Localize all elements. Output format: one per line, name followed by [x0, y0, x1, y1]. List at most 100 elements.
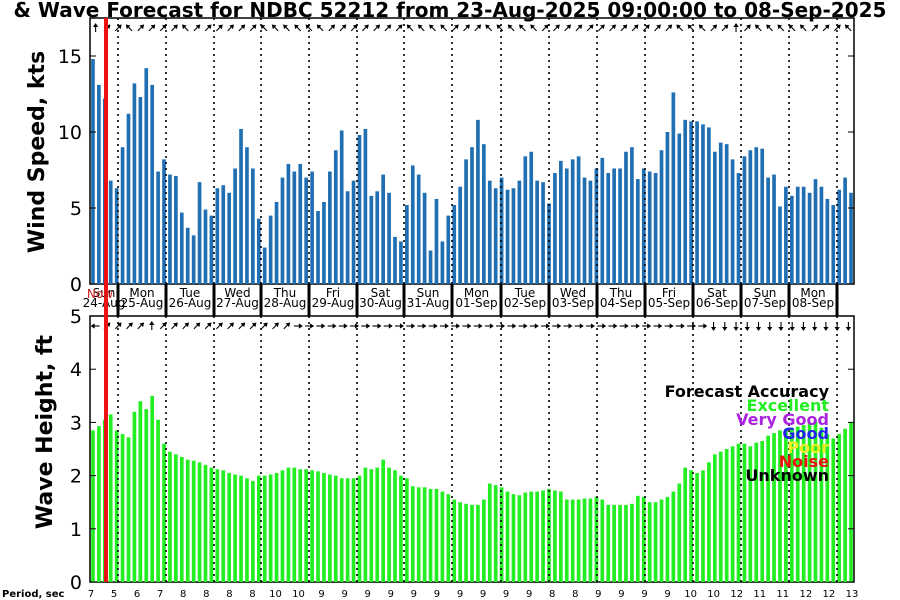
wave-bar — [221, 470, 226, 582]
period-value: 8 — [180, 589, 186, 600]
period-value: 9 — [641, 589, 647, 600]
wave-bar — [197, 462, 202, 582]
wave-arrow — [675, 323, 685, 329]
wind-arrow-head — [161, 24, 167, 30]
wave-bar — [274, 472, 279, 582]
period-row: 7 5 6 7 8 8 8 8 10 10 9 9 9 9 9 9 9 9 9 9 8 8 9 9 9 9 10 10 12 11 11 12… — [88, 589, 859, 600]
wind-tick-label: 5 — [70, 198, 82, 220]
wind-arrow — [271, 24, 279, 32]
wave-bar — [736, 443, 741, 582]
wind-arrow-head — [824, 24, 830, 30]
wave-arrow — [126, 322, 133, 330]
wind-bar — [807, 192, 812, 284]
wave-arrow-head — [116, 322, 122, 328]
wave-arrow-head — [658, 323, 663, 329]
wave-bar — [162, 443, 166, 582]
wind-arrow — [417, 24, 425, 32]
wind-arrow — [844, 24, 852, 32]
wave-bar — [570, 499, 575, 582]
wind-arrow — [687, 24, 695, 32]
wind-arrow — [305, 24, 313, 32]
wave-bar — [789, 427, 794, 582]
wave-arrow-head — [534, 323, 539, 329]
wave-bar — [505, 491, 510, 582]
wind-arrow-head — [93, 23, 99, 27]
wind-bar — [144, 68, 149, 284]
wind-arrow — [766, 24, 773, 32]
wind-day-dividers — [117, 18, 838, 284]
wave-arrow-head — [456, 323, 461, 329]
wind-arrow-head — [496, 24, 502, 30]
wave-bar — [185, 459, 190, 582]
wave-bar — [203, 464, 208, 582]
wind-bar — [499, 177, 504, 284]
wave-bar — [801, 425, 806, 582]
wave-day-dividers — [117, 316, 838, 582]
wave-arrow-head — [332, 323, 337, 329]
wind-bar — [286, 163, 291, 284]
wind-arrow-head — [588, 24, 594, 30]
wave-arrow-head — [722, 327, 728, 331]
period-value: 7 — [157, 589, 163, 600]
wave-bar — [493, 485, 498, 582]
wave-arrow — [90, 323, 100, 329]
wind-bar — [736, 173, 741, 284]
wave-arrow-head — [546, 323, 551, 329]
wind-arrow — [215, 24, 223, 32]
wave-bar — [322, 472, 326, 582]
wind-bar — [328, 171, 332, 284]
day-date-label: 28-Aug — [264, 296, 307, 310]
wave-arrow-head — [229, 322, 234, 328]
wave-arrow-head — [274, 322, 279, 328]
wave-bar — [251, 480, 255, 582]
wind-tick-label: 10 — [58, 122, 82, 144]
wave-arrow-head — [310, 323, 315, 329]
wind-arrow-head — [788, 24, 794, 30]
wave-bar — [784, 428, 788, 582]
day-name-label: Sun — [417, 286, 440, 300]
wave-bar — [683, 467, 688, 582]
day-date-label: 01-Sep — [455, 296, 497, 310]
wind-arrow — [159, 24, 167, 32]
wind-bar — [221, 185, 226, 284]
period-value: 9 — [664, 589, 670, 600]
wind-arrow — [294, 24, 302, 32]
wind-bar — [778, 206, 782, 284]
wave-arrow — [182, 322, 190, 330]
wind-bar — [322, 201, 326, 284]
wave-bar — [795, 426, 800, 582]
wave-arrow-head — [635, 323, 640, 329]
wave-arrow — [507, 323, 517, 329]
wind-bar — [387, 192, 391, 284]
period-value: 9 — [388, 589, 394, 600]
wind-arrow — [148, 24, 156, 32]
wind-arrow — [507, 24, 515, 32]
wind-arrow-head — [577, 24, 583, 30]
wind-arrow-head — [283, 24, 288, 30]
wave-arrow-head — [624, 323, 629, 329]
wind-arrow-head — [476, 24, 482, 30]
wind-arrow-head — [116, 24, 122, 30]
wave-bar — [772, 433, 776, 582]
wind-bar — [405, 204, 409, 284]
wave-arrow — [630, 323, 640, 329]
wind-arrow — [283, 24, 290, 32]
day-name-label: Tue — [179, 286, 201, 300]
wave-arrow-head — [251, 322, 257, 328]
wave-arrow — [642, 323, 652, 329]
wave-bar — [517, 495, 522, 582]
period-value: 8 — [549, 589, 555, 600]
wind-arrow-head — [656, 24, 661, 30]
day-name-label: Sat — [371, 286, 391, 300]
wave-tick-label: 2 — [70, 466, 82, 488]
period-value: 10 — [292, 589, 305, 600]
wave-bar — [174, 454, 178, 582]
wind-bar — [695, 121, 699, 284]
wind-bar — [559, 160, 563, 284]
wind-bar — [677, 133, 682, 284]
wave-arrow-head — [800, 327, 807, 331]
wind-arrow-head — [754, 24, 760, 30]
wave-arrow-head — [444, 323, 449, 329]
wave-arrow — [744, 322, 750, 331]
wave-bar — [191, 460, 196, 582]
